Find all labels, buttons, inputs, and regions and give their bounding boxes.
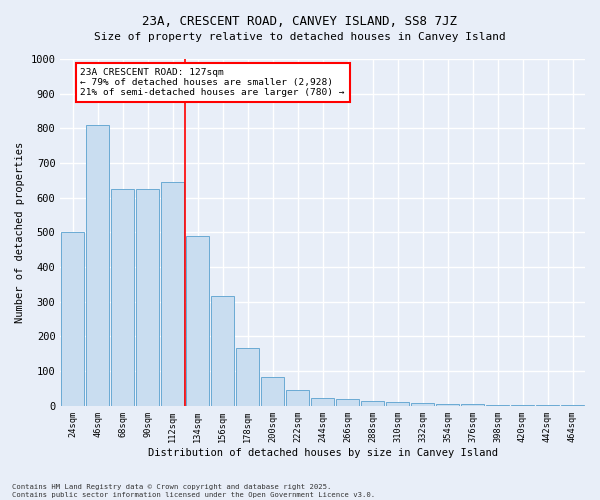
Bar [187, 236, 209, 406]
Text: 23A CRESCENT ROAD: 127sqm
← 79% of detached houses are smaller (2,928)
21% of se: 23A CRESCENT ROAD: 127sqm ← 79% of detac… [80, 68, 345, 98]
Text: Contains HM Land Registry data © Crown copyright and database right 2025.
Contai: Contains HM Land Registry data © Crown c… [12, 484, 375, 498]
Text: Size of property relative to detached houses in Canvey Island: Size of property relative to detached ho… [94, 32, 506, 42]
Bar [561, 404, 584, 406]
Bar [436, 404, 459, 406]
Text: 23A, CRESCENT ROAD, CANVEY ISLAND, SS8 7JZ: 23A, CRESCENT ROAD, CANVEY ISLAND, SS8 7… [143, 15, 458, 28]
Bar [336, 400, 359, 406]
Bar [486, 404, 509, 406]
Bar [161, 182, 184, 406]
Bar [236, 348, 259, 406]
X-axis label: Distribution of detached houses by size in Canvey Island: Distribution of detached houses by size … [148, 448, 498, 458]
Bar [86, 125, 109, 406]
Bar [211, 296, 234, 406]
Bar [511, 405, 534, 406]
Bar [261, 377, 284, 406]
Bar [386, 402, 409, 406]
Bar [286, 390, 309, 406]
Bar [311, 398, 334, 406]
Bar [411, 403, 434, 406]
Bar [112, 189, 134, 406]
Bar [536, 405, 559, 406]
Bar [136, 189, 160, 406]
Bar [461, 404, 484, 406]
Bar [61, 232, 85, 406]
Y-axis label: Number of detached properties: Number of detached properties [15, 142, 25, 323]
Bar [361, 402, 384, 406]
